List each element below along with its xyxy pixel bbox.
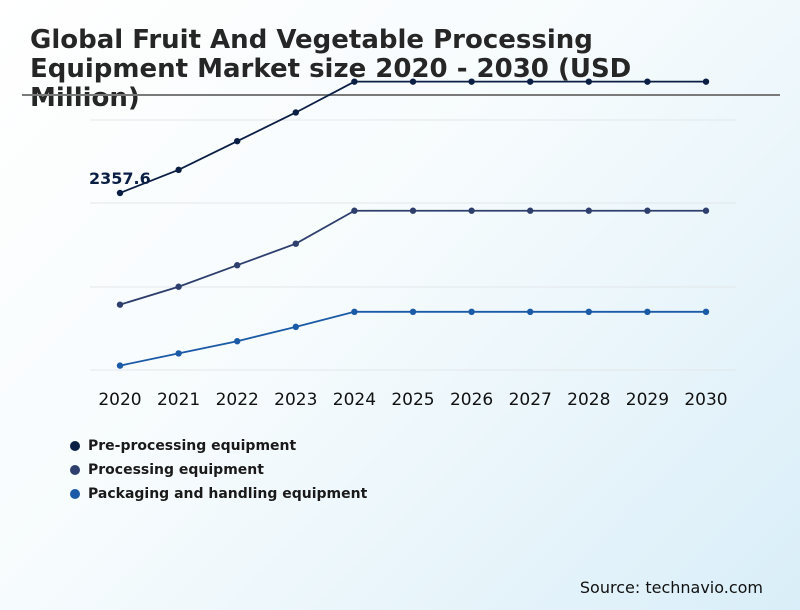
data-point-s0-2029 — [644, 78, 651, 85]
data-point-s2-2028 — [585, 308, 592, 316]
legend-label: Pre-processing equipment — [88, 438, 297, 454]
data-point-s2-2024 — [351, 308, 358, 316]
data-point-s0-2026 — [468, 78, 475, 85]
legend-label: Processing equipment — [88, 462, 264, 478]
x-tick-label-2021: 2021 — [157, 390, 200, 410]
data-point-s1-2023 — [292, 240, 299, 247]
x-tick-label-2023: 2023 — [274, 390, 317, 410]
data-point-s1-2026 — [468, 207, 475, 214]
x-tick-label-2024: 2024 — [333, 390, 376, 410]
legend-item-0: Pre-processing equipment — [70, 434, 367, 458]
chart-legend: Pre-processing equipment Processing equip… — [70, 434, 367, 506]
data-point-s2-2025 — [409, 308, 417, 316]
data-point-s1-2021 — [175, 283, 182, 290]
data-point-s1-2020 — [116, 301, 124, 308]
data-point-s2-2022 — [234, 338, 241, 345]
data-point-s0-2022 — [234, 137, 241, 145]
data-point-s1-2028 — [585, 207, 592, 214]
x-tick-label-2027: 2027 — [509, 390, 552, 410]
legend-item-2: Packaging and handling equipment — [70, 482, 367, 506]
data-point-s1-2024 — [351, 207, 358, 214]
legend-dot-icon — [70, 489, 80, 499]
source-label: Source: technavio.com — [579, 578, 763, 597]
x-tick-label-2025: 2025 — [391, 390, 434, 410]
data-point-s2-2023 — [292, 323, 299, 331]
data-point-s1-2030 — [702, 207, 710, 214]
data-point-s1-2025 — [409, 207, 417, 214]
data-point-s1-2029 — [644, 207, 651, 214]
x-tick-label-2022: 2022 — [216, 390, 259, 410]
data-point-s0-2020 — [116, 189, 124, 197]
data-point-s0-2024 — [351, 78, 358, 85]
legend-dot-icon — [70, 465, 80, 475]
data-point-s2-2027 — [527, 308, 534, 316]
data-point-s0-2027 — [527, 78, 534, 85]
x-tick-label-2026: 2026 — [450, 390, 493, 410]
data-point-s0-2023 — [292, 109, 299, 116]
x-tick-label-2029: 2029 — [626, 390, 669, 410]
data-label-0: 2357.6 — [89, 169, 151, 188]
legend-dot-icon — [70, 441, 80, 451]
data-point-s1-2027 — [527, 207, 534, 214]
series-line-0 — [119, 80, 706, 194]
data-point-s2-2029 — [644, 308, 651, 316]
data-point-s1-2022 — [234, 262, 241, 269]
series-line-2 — [119, 310, 706, 367]
x-tick-label-2028: 2028 — [567, 390, 610, 410]
legend-label: Packaging and handling equipment — [88, 486, 368, 502]
legend-item-1: Processing equipment — [70, 458, 367, 482]
data-point-s0-2028 — [585, 78, 592, 85]
x-tick-label-2030: 2030 — [684, 390, 727, 410]
data-point-s0-2021 — [175, 166, 182, 174]
title-divider — [22, 94, 780, 96]
data-point-s2-2020 — [116, 362, 124, 369]
data-point-s2-2026 — [468, 308, 475, 316]
data-point-s0-2025 — [409, 78, 417, 85]
data-point-s2-2030 — [702, 308, 710, 316]
data-point-s0-2030 — [702, 78, 710, 85]
x-tick-label-2020: 2020 — [98, 390, 141, 410]
chart-title: Global Fruit And Vegetable Processing Eq… — [30, 25, 632, 113]
data-point-s2-2021 — [175, 350, 182, 357]
series-line-1 — [119, 209, 706, 306]
